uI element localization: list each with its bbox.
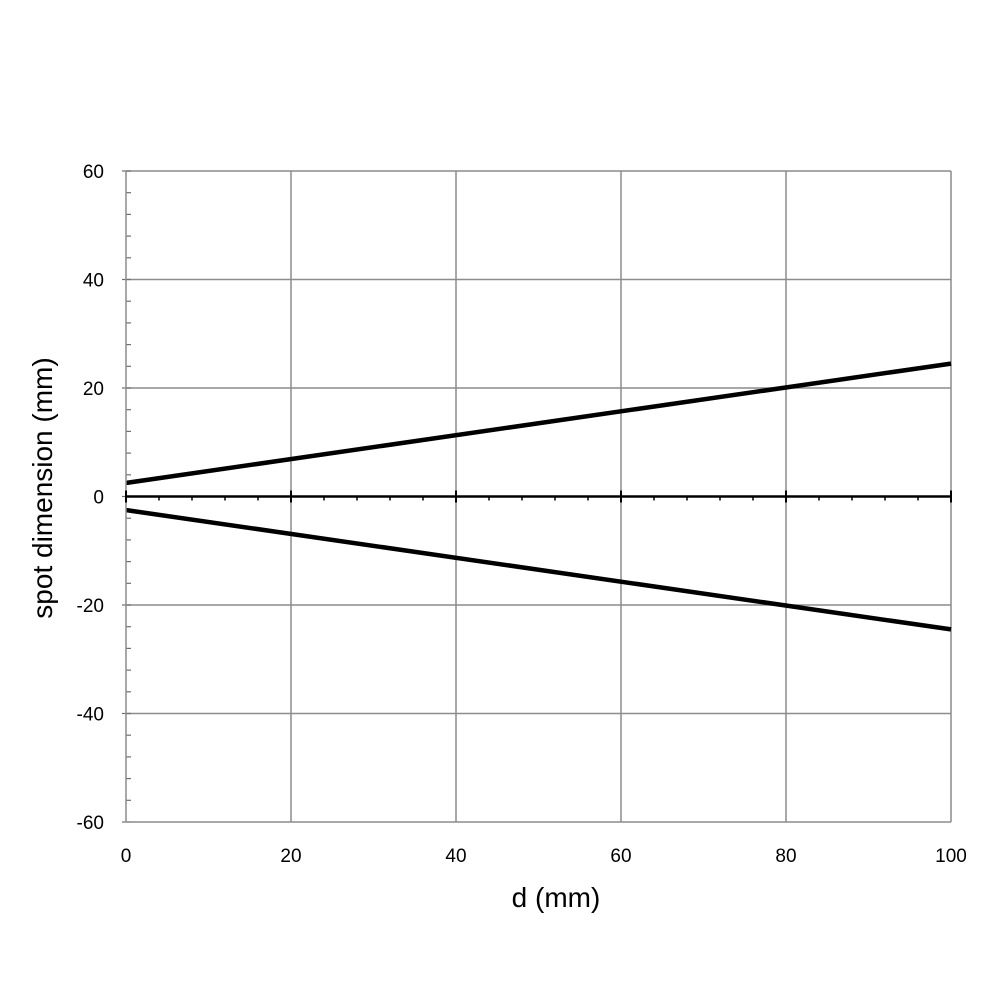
y-tick-label: 20	[83, 379, 104, 400]
y-tick-label: -60	[77, 813, 104, 834]
y-tick-label: -20	[77, 596, 104, 617]
series-line-2	[125, 507, 952, 632]
y-tick-label: 60	[83, 162, 104, 183]
series-group	[125, 361, 952, 632]
axes	[125, 171, 952, 823]
y-tick-label: 0	[93, 488, 104, 509]
tick-labels: 0 20 40 60 80 100 60 40 20 0 -20 -40 -60	[77, 162, 967, 867]
y-tick-label: -40	[77, 705, 104, 726]
x-tick-label: 20	[280, 846, 301, 867]
y-tick-label: 40	[83, 271, 104, 292]
x-tick-label: 40	[445, 846, 466, 867]
x-tick-label: 80	[775, 846, 796, 867]
series-line-1	[125, 361, 952, 486]
x-tick-label: 60	[610, 846, 631, 867]
x-axis-title: d (mm)	[512, 882, 601, 913]
y-axis-title: spot dimension (mm)	[27, 357, 58, 618]
x-tick-label: 0	[121, 846, 132, 867]
x-tick-label: 100	[935, 846, 967, 867]
